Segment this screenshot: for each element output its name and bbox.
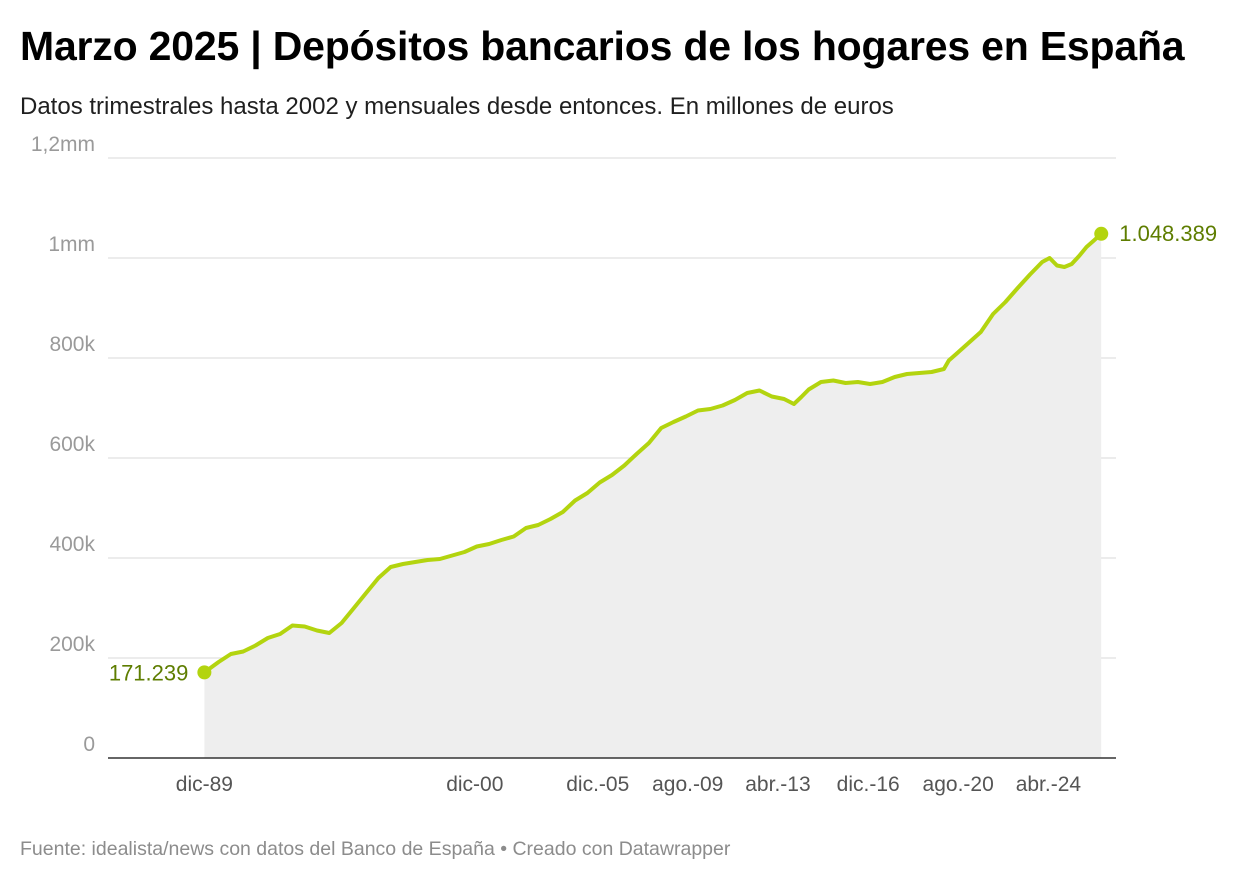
start-value-label: 171.239	[109, 660, 189, 685]
y-tick-label: 1mm	[48, 233, 95, 256]
end-point	[1094, 226, 1109, 241]
y-tick-label: 800k	[49, 333, 95, 356]
area-fill	[204, 233, 1102, 759]
start-point	[197, 665, 212, 680]
y-tick-label: 600k	[49, 433, 95, 456]
series-line	[202, 231, 1104, 675]
x-tick-label: dic-89	[176, 773, 233, 796]
chart-title: Marzo 2025 | Depósitos bancarios de los …	[20, 23, 1185, 69]
y-tick-label: 200k	[49, 633, 95, 656]
x-axis-ticks: dic-89 dic-00 dic.-05 ago.-09 abr.-13 dic.-16…	[176, 773, 1082, 796]
chart-subtitle: Datos trimestrales hasta 2002 y mensuale…	[20, 93, 894, 120]
x-tick-label: dic.-16	[837, 773, 900, 796]
y-tick-label: 400k	[49, 533, 95, 556]
x-tick-label: abr.-24	[1016, 773, 1082, 796]
x-tick-label: abr.-13	[745, 773, 810, 796]
y-axis-ticks: 0 200k 400k 600k 800k 1mm 1,2mm	[31, 133, 96, 756]
end-value-label: 1.048.389	[1119, 221, 1217, 246]
source-note: Fuente: idealista/news con datos del Ban…	[20, 838, 731, 860]
y-tick-label: 0	[83, 733, 95, 756]
x-tick-label: ago.-09	[652, 773, 723, 796]
x-tick-label: ago.-20	[923, 773, 994, 796]
y-tick-label: 1,2mm	[31, 133, 95, 156]
x-tick-label: dic-00	[446, 773, 503, 796]
x-tick-label: dic.-05	[566, 773, 629, 796]
